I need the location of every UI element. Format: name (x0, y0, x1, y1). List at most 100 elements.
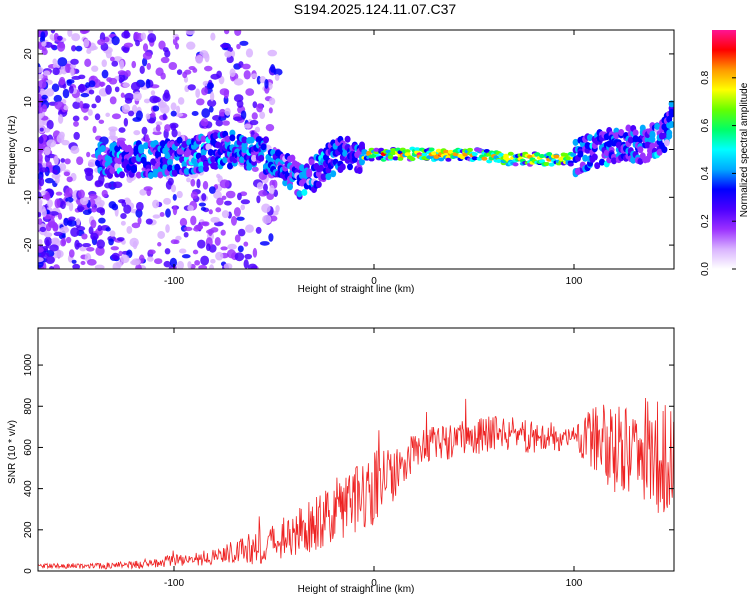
spectrogram-noise-cell (98, 218, 106, 224)
spectrogram-noise-cell (175, 36, 179, 40)
spectrogram-noise-cell (143, 43, 148, 51)
spectrogram-noise-cell (73, 116, 80, 122)
spectrogram-ridge-cell (592, 154, 598, 161)
spectrogram-noise-cell (209, 186, 216, 194)
spectrogram-y-tick-label: 20 (23, 48, 34, 60)
spectrogram-noise-cell (117, 237, 125, 241)
spectrogram-noise-cell (210, 92, 214, 102)
colorbar-tick-label: 0.8 (700, 70, 711, 84)
spectrogram-noise-cell (208, 229, 213, 236)
spectrogram-noise-cell (266, 124, 275, 131)
spectrogram-noise-cell (40, 31, 45, 41)
colorbar-tick-label: 0.2 (700, 214, 711, 228)
spectrogram-noise-cell (200, 256, 209, 266)
spectrogram-noise-cell (160, 212, 165, 217)
chart-figure: -100 0 100 -20-1001020 Height of straight … (0, 0, 750, 600)
spectrogram-y-tick-label: 10 (23, 96, 34, 108)
spectrogram-noise-cell (78, 75, 85, 80)
spectrogram-ridge-cell (119, 171, 125, 178)
spectrogram-ridge-cell (481, 157, 487, 161)
spectrogram-noise-cell (51, 237, 59, 243)
spectrogram-noise-cell (233, 117, 243, 122)
spectrogram-noise-cell (118, 199, 126, 203)
spectrogram-noise-cell (231, 216, 237, 226)
spectrogram-noise-cell (115, 86, 120, 92)
spectrogram-noise-cell (176, 106, 180, 114)
spectrogram-noise-cell (116, 261, 123, 267)
spectrogram-noise-cell (168, 62, 177, 70)
spectrogram-noise-cell (122, 104, 130, 113)
spectrogram-noise-cell (275, 205, 279, 212)
snr-y-tick-label: 200 (23, 521, 34, 538)
spectrogram-noise-cell (216, 71, 222, 78)
spectrogram-noise-cell (81, 93, 90, 97)
spectrogram-noise-cell (253, 248, 257, 258)
spectrogram-noise-cell (153, 214, 161, 218)
spectrogram-noise-cell (225, 108, 231, 116)
spectrogram-noise-cell (258, 190, 268, 197)
spectrogram-ridge-cell (357, 167, 363, 174)
spectrogram-noise-cell (56, 192, 63, 196)
spectrogram-noise-cell (53, 169, 58, 174)
spectrogram-noise-cell (245, 88, 254, 96)
spectrogram-noise-cell (220, 179, 230, 188)
spectrogram-noise-cell (234, 78, 244, 85)
spectrogram-noise-cell (184, 70, 191, 75)
spectrogram-noise-cell (269, 107, 273, 113)
spectrogram-noise-cell (86, 247, 94, 252)
snr-y-tick-label: 0 (23, 568, 34, 574)
spectrogram-noise-cell (203, 53, 209, 59)
spectrogram-noise-cell (57, 42, 65, 52)
spectrogram-noise-cell (55, 176, 60, 184)
spectrogram-noise-cell (193, 250, 198, 255)
spectrogram-noise-cell (227, 249, 236, 258)
spectrogram-noise-cell (243, 241, 248, 246)
spectrogram-noise-cell (174, 240, 180, 244)
spectrogram-noise-cell (195, 55, 203, 64)
spectrogram-noise-cell (192, 111, 199, 116)
spectrogram-noise-cell (248, 264, 257, 271)
snr-y-label: SNR (10 * v/v) (7, 420, 18, 484)
spectrogram-noise-cell (190, 216, 196, 226)
spectrogram-noise-cell (256, 195, 260, 203)
spectrogram-noise-cell (150, 112, 155, 117)
spectrogram-noise-cell (36, 74, 44, 79)
spectrogram-noise-cell (268, 233, 273, 242)
spectrogram-noise-cell (81, 261, 86, 265)
spectrogram-noise-cell (173, 194, 177, 201)
spectrogram-noise-cell (59, 77, 65, 85)
spectrogram-ridge-cell (577, 151, 583, 158)
spectrogram-noise-cell (152, 200, 159, 209)
colorbar-gradient (712, 30, 736, 269)
spectrogram-noise-cell (102, 190, 108, 197)
spectrogram-noise-cell (112, 36, 120, 45)
spectrogram-ridge-cell (568, 162, 574, 166)
spectrogram-noise-cell (222, 196, 227, 200)
spectrogram-noise-cell (177, 261, 184, 270)
spectrogram-noise-cell (269, 185, 274, 195)
spectrogram-noise-cell (66, 201, 71, 206)
spectrogram-noise-cell (224, 201, 232, 206)
spectrogram-noise-cell (142, 127, 148, 135)
spectrogram-noise-cell (220, 44, 229, 49)
snr-x-label: Height of straight line (km) (298, 584, 415, 595)
snr-x-tick-label: -100 (164, 578, 184, 589)
spectrogram-noise-cell (63, 218, 68, 226)
spectrogram-noise-cell (179, 249, 186, 254)
spectrogram-noise-cell (156, 125, 161, 132)
spectrogram-ridge-cell (345, 136, 351, 143)
spectrogram-noise-cell (111, 61, 118, 67)
spectrogram-noise-cell (102, 59, 107, 67)
spectrogram-noise-cell (215, 237, 221, 246)
spectrogram-noise-cell (187, 205, 194, 211)
spectrogram-noise-cell (195, 88, 200, 98)
spectrogram-noise-cell (171, 102, 177, 110)
spectrogram-noise-cell (182, 254, 191, 258)
spectrogram-noise-cell (210, 217, 219, 223)
spectrogram-noise-cell (123, 205, 131, 214)
spectrogram-noise-cell (109, 230, 115, 237)
spectrogram-noise-cell (43, 70, 50, 75)
spectrogram-noise-cell (235, 234, 241, 242)
spectrogram-noise-cell (255, 127, 260, 133)
spectrogram-noise-cell (112, 113, 121, 119)
